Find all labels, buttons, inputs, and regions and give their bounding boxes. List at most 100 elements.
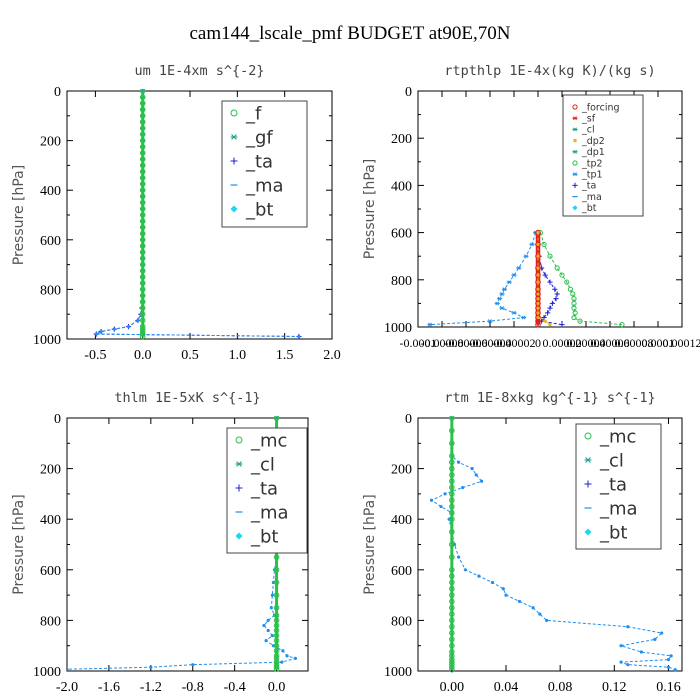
diamond-marker	[572, 205, 578, 211]
circle-marker	[449, 472, 455, 478]
legend-box	[575, 423, 662, 550]
circle-marker	[449, 541, 455, 548]
series-line-tp2	[539, 232, 623, 326]
dot-marker	[536, 306, 540, 310]
dot-marker	[67, 667, 69, 671]
dot-marker	[543, 319, 547, 323]
legend-label: _sf	[581, 114, 596, 125]
star-marker	[511, 310, 517, 315]
dot-marker	[439, 504, 443, 509]
dot-marker	[262, 623, 266, 628]
circle-marker	[139, 113, 146, 119]
star-marker	[499, 306, 505, 311]
plus-marker	[552, 286, 558, 292]
circle-marker	[139, 168, 146, 175]
y-tick-label: 800	[40, 283, 61, 298]
circle-marker	[572, 104, 578, 110]
legend-label: _ma	[599, 498, 638, 519]
y-tick-label: 400	[391, 179, 412, 194]
star-marker	[499, 292, 505, 296]
y-tick-label: 800	[391, 614, 412, 629]
dot-marker	[653, 637, 657, 641]
legend-label: _tp1	[581, 170, 603, 181]
circle-marker	[564, 279, 570, 285]
plus-marker	[553, 296, 559, 302]
plus-marker	[559, 322, 565, 328]
star-marker	[506, 280, 512, 285]
legend-label: _ta	[250, 478, 278, 499]
dot-marker	[112, 327, 116, 331]
circle-marker	[273, 416, 280, 421]
circle-marker	[273, 653, 280, 659]
circle-marker	[139, 131, 146, 138]
dot-marker	[545, 618, 549, 623]
dot-marker	[474, 473, 478, 477]
legend-box	[221, 100, 308, 228]
legend-label: _cl	[581, 125, 595, 136]
diamond-marker	[230, 205, 238, 213]
series-line-ta	[537, 232, 563, 326]
dot-marker	[457, 460, 461, 464]
dot-marker	[443, 492, 447, 496]
dot-marker	[293, 656, 298, 660]
circle-marker	[449, 664, 455, 671]
plus-marker	[230, 157, 238, 165]
x-tick-label: -0.00002	[493, 336, 536, 350]
circle-marker	[449, 573, 455, 579]
dot-marker	[480, 479, 484, 483]
star-marker	[516, 266, 522, 270]
series-group	[427, 229, 625, 328]
x-tick-label: 2.0	[323, 348, 341, 363]
panel-title: rtm 1E-8xkg kg^{-1} s^{-1}	[444, 390, 655, 406]
dot-marker	[461, 485, 465, 490]
circle-marker	[273, 664, 280, 671]
y-tick-label: 400	[40, 184, 61, 199]
circle-marker	[273, 592, 280, 598]
circle-marker	[139, 125, 146, 131]
legend: _f _gf _ta _ma _bt	[221, 100, 308, 228]
star-marker	[523, 254, 529, 259]
circle-marker	[449, 666, 455, 673]
x-tick-label: -2.0	[56, 680, 78, 695]
y-axis-label: Pressure [hPa]	[11, 494, 27, 594]
panel-title: thlm 1E-5xK s^{-1}	[114, 390, 260, 406]
plus-marker	[545, 310, 551, 316]
circle-marker	[449, 636, 455, 643]
circle-marker	[449, 416, 455, 421]
circle-marker	[139, 280, 146, 287]
circle-marker	[139, 237, 146, 243]
dot-marker	[536, 231, 540, 235]
circle-marker	[139, 137, 146, 144]
legend-label: _ta	[581, 181, 596, 192]
plus-marker	[547, 305, 553, 311]
x-tick-label: 0.0001	[642, 336, 675, 350]
x-tick-label: -0.8	[182, 680, 204, 695]
y-tick-label: 400	[40, 513, 61, 528]
panel-title: rtpthlp 1E-4x(kg K)/(kg s)	[444, 63, 655, 79]
legend-label: _bt	[599, 522, 627, 543]
dot-marker	[264, 639, 268, 643]
circle-marker	[547, 253, 553, 259]
circle-marker	[535, 241, 541, 248]
x-tick-label: -1.6	[98, 680, 120, 695]
dot-marker	[281, 649, 285, 653]
circle-marker	[273, 579, 280, 586]
chart-panel-4: rtm 1E-8xkg kg^{-1} s^{-1} Pressure [hPa]…	[362, 390, 683, 695]
circle-marker	[139, 230, 146, 237]
dot-marker	[536, 242, 540, 246]
circle-marker	[139, 286, 146, 293]
circle-marker	[139, 333, 146, 340]
dot-marker	[285, 654, 289, 658]
star-marker	[572, 149, 578, 154]
circle-marker	[139, 119, 146, 125]
circle-marker	[449, 459, 455, 466]
dot-marker	[669, 654, 673, 658]
x-tick-label: -0.5	[84, 348, 106, 363]
circle-marker	[571, 305, 577, 311]
circle-marker	[449, 623, 455, 630]
legend-label: _gf	[245, 127, 273, 148]
legend-label: _bt	[581, 203, 597, 214]
legend-label: _tp2	[581, 158, 603, 169]
x-tick-label: 1.0	[229, 348, 247, 363]
dot-marker	[269, 606, 273, 610]
